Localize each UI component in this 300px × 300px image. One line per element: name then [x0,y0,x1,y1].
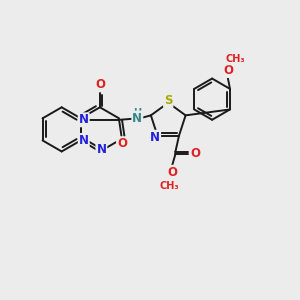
Text: N: N [150,131,160,144]
Text: N: N [79,134,89,147]
Text: CH₃: CH₃ [159,182,179,191]
Text: O: O [167,166,177,179]
Text: H: H [133,108,141,118]
Text: O: O [95,78,105,91]
Text: O: O [223,64,233,77]
Text: N: N [96,142,106,156]
Text: CH₃: CH₃ [225,54,245,64]
Text: O: O [117,137,127,151]
Text: S: S [164,94,172,107]
Text: N: N [132,112,142,124]
Text: N: N [79,113,89,126]
Text: O: O [190,147,200,160]
